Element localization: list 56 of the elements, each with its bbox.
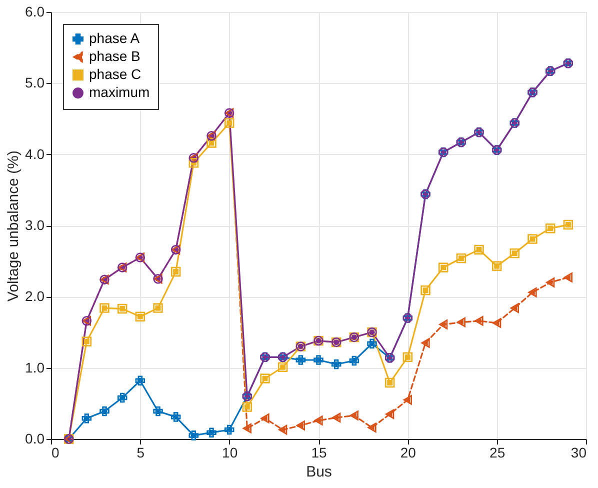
point — [545, 223, 556, 234]
point — [117, 392, 128, 403]
point — [117, 304, 128, 314]
point — [510, 248, 520, 258]
point — [278, 362, 288, 372]
point — [563, 220, 574, 230]
point — [170, 412, 181, 422]
point — [224, 118, 234, 128]
point — [438, 262, 448, 272]
x-axis-title: Bus — [306, 464, 332, 480]
point — [82, 413, 92, 424]
y-tick-label: 0.0 — [25, 430, 45, 446]
point — [188, 430, 199, 440]
point — [456, 253, 466, 264]
x-tick-label: 0 — [52, 444, 60, 460]
legend-label: phase C — [89, 66, 142, 82]
y-tick-label: 1.0 — [25, 359, 45, 376]
point — [384, 378, 395, 388]
point — [402, 352, 413, 362]
point — [242, 423, 252, 434]
point — [456, 317, 466, 328]
point — [367, 338, 377, 349]
y-tick-label: 6.0 — [25, 4, 45, 20]
point — [349, 356, 360, 366]
point — [224, 424, 234, 435]
point — [260, 413, 270, 424]
point — [331, 359, 342, 370]
point — [278, 424, 288, 435]
point — [403, 394, 412, 405]
point — [332, 412, 341, 423]
x-tick-label: 25 — [490, 444, 506, 460]
y-tick-label: 3.0 — [25, 217, 45, 233]
y-tick-label: 5.0 — [25, 74, 45, 91]
legend-label: phase A — [89, 30, 140, 46]
legend-label: maximum — [89, 84, 150, 100]
x-tick-label: 5 — [136, 444, 145, 460]
point — [420, 285, 430, 296]
point — [492, 261, 502, 271]
x-tick-label: 10 — [222, 444, 238, 460]
y-tick-label: 4.0 — [25, 146, 45, 162]
point — [153, 406, 163, 416]
x-tick-label: 20 — [400, 444, 416, 460]
point — [296, 355, 306, 365]
legend-label: phase B — [89, 48, 140, 64]
point — [135, 312, 146, 322]
x-tick-label: 15 — [311, 444, 327, 460]
point — [242, 402, 252, 412]
point — [170, 266, 181, 277]
point — [474, 244, 484, 255]
x-tick-label: 30 — [570, 444, 587, 460]
point — [474, 316, 484, 326]
y-axis-title: Voltage unbalance (%) — [5, 150, 22, 302]
point — [82, 336, 92, 346]
point — [135, 376, 146, 386]
point — [100, 406, 110, 416]
y-tick-label: 2.0 — [25, 288, 45, 304]
